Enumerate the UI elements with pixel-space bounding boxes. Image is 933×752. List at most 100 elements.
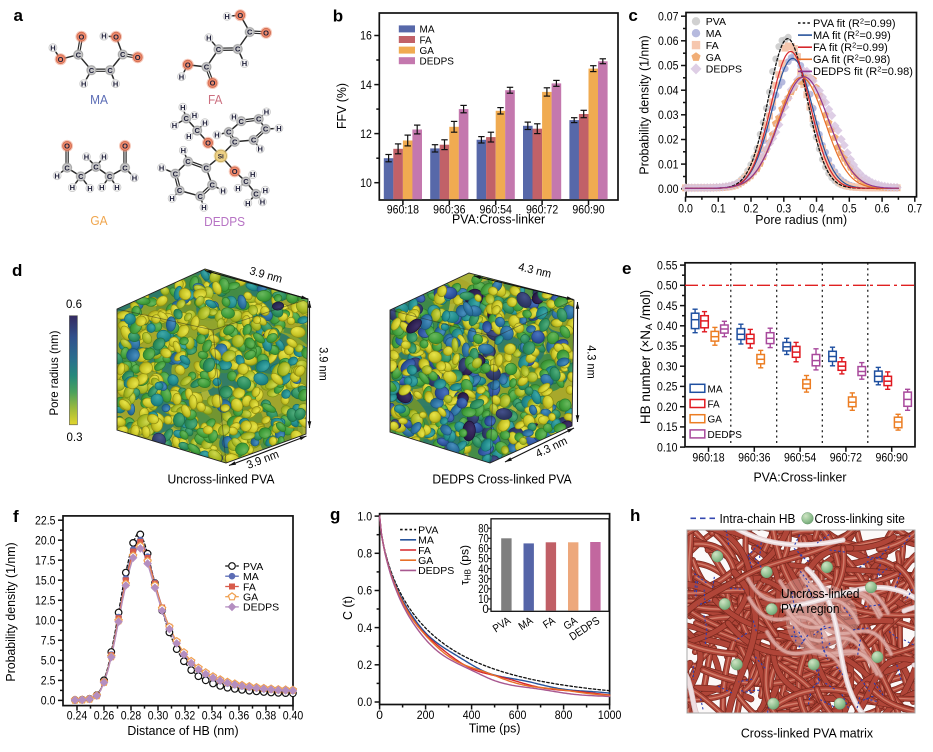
svg-text:0.24: 0.24 <box>67 708 88 722</box>
svg-text:H: H <box>101 152 106 161</box>
svg-text:H: H <box>159 163 164 172</box>
svg-text:200: 200 <box>417 708 435 722</box>
svg-text:H: H <box>242 59 247 68</box>
svg-text:Intra-chain HB: Intra-chain HB <box>720 512 796 526</box>
svg-text:Probability density (1/nm): Probability density (1/nm) <box>637 35 652 174</box>
svg-text:C: C <box>251 136 257 145</box>
svg-text:H: H <box>50 43 55 52</box>
svg-text:15.0: 15.0 <box>35 574 56 588</box>
svg-text:C: C <box>76 50 82 59</box>
svg-text:PVA:Cross-linker: PVA:Cross-linker <box>753 470 847 485</box>
svg-text:Pore radius (nm): Pore radius (nm) <box>755 212 847 227</box>
svg-text:H: H <box>264 108 269 117</box>
svg-text:O: O <box>58 55 64 64</box>
svg-text:GA: GA <box>706 52 721 64</box>
svg-text:0.10: 0.10 <box>657 440 678 454</box>
svg-text:Cross-linking site: Cross-linking site <box>815 512 905 526</box>
svg-text:H: H <box>260 198 265 207</box>
svg-text:C: C <box>78 172 84 181</box>
svg-text:0.26: 0.26 <box>94 708 115 722</box>
svg-text:GA: GA <box>90 214 108 228</box>
svg-text:H: H <box>179 72 184 81</box>
svg-text:0.34: 0.34 <box>202 708 223 722</box>
svg-text:C: C <box>235 45 241 54</box>
svg-text:Uncross-linked PVA: Uncross-linked PVA <box>168 473 276 487</box>
svg-text:960:54: 960:54 <box>784 450 817 464</box>
svg-text:0.3: 0.3 <box>67 432 83 444</box>
svg-text:b: b <box>333 7 343 26</box>
svg-text:0.06: 0.06 <box>658 34 679 48</box>
svg-text:H: H <box>250 170 255 179</box>
svg-text:H: H <box>113 79 118 88</box>
svg-text:10: 10 <box>360 176 372 190</box>
svg-text:C: C <box>107 172 113 181</box>
svg-text:0.1: 0.1 <box>711 202 726 216</box>
svg-text:C: C <box>183 114 189 123</box>
svg-text:0.6: 0.6 <box>357 584 372 598</box>
svg-text:0.38: 0.38 <box>256 708 277 722</box>
svg-text:960:18: 960:18 <box>387 203 420 217</box>
svg-text:0.8: 0.8 <box>357 547 372 561</box>
svg-text:0.00: 0.00 <box>658 182 679 196</box>
svg-text:O: O <box>210 79 216 88</box>
svg-text:H: H <box>257 145 262 154</box>
svg-text:960:36: 960:36 <box>738 450 771 464</box>
svg-text:1000: 1000 <box>598 708 622 722</box>
svg-text:GA: GA <box>708 414 722 426</box>
svg-text:DEDPS: DEDPS <box>420 56 454 68</box>
svg-text:10.0: 10.0 <box>35 614 56 628</box>
svg-text:DEDPS: DEDPS <box>243 602 279 614</box>
svg-text:PVA region: PVA region <box>781 602 840 616</box>
svg-text:MA: MA <box>706 28 722 40</box>
svg-text:a: a <box>14 6 24 25</box>
svg-text:C: C <box>89 66 95 75</box>
svg-text:5.0: 5.0 <box>41 654 56 668</box>
svg-text:0.02: 0.02 <box>658 133 679 147</box>
svg-text:0.0: 0.0 <box>357 695 372 709</box>
svg-text:H: H <box>132 173 137 182</box>
svg-text:H: H <box>263 186 268 195</box>
svg-text:C: C <box>173 169 179 178</box>
svg-text:O: O <box>78 32 84 41</box>
svg-text:DEDPS fit (R2=0.98): DEDPS fit (R2=0.98) <box>813 65 913 79</box>
svg-text:H: H <box>201 203 206 212</box>
svg-text:O: O <box>122 142 128 151</box>
svg-text:MA: MA <box>90 93 108 107</box>
svg-text:H: H <box>186 132 191 141</box>
svg-text:0.05: 0.05 <box>658 59 679 73</box>
svg-text:H: H <box>235 184 240 193</box>
svg-text:1.0: 1.0 <box>357 509 372 523</box>
svg-text:C: C <box>256 115 262 124</box>
svg-text:16: 16 <box>360 29 372 43</box>
svg-text:0.4: 0.4 <box>357 621 372 635</box>
svg-text:H: H <box>99 183 104 192</box>
svg-text:HB number (×NA /mol): HB number (×NA /mol) <box>638 290 655 424</box>
svg-text:Probability density (1/nm): Probability density (1/nm) <box>3 542 18 681</box>
svg-text:e: e <box>622 259 631 278</box>
svg-text:O: O <box>232 167 238 176</box>
svg-text:H: H <box>214 131 219 140</box>
svg-text:H: H <box>231 113 236 122</box>
svg-text:Cross-linked PVA matrix: Cross-linked PVA matrix <box>741 726 874 741</box>
svg-text:0.50: 0.50 <box>657 279 678 293</box>
svg-text:H: H <box>172 121 177 130</box>
svg-text:C: C <box>194 126 200 135</box>
svg-text:FA fit (R2=0.99): FA fit (R2=0.99) <box>813 41 888 55</box>
svg-text:0: 0 <box>376 708 383 722</box>
svg-text:O: O <box>113 32 119 41</box>
svg-text:FFV (%): FFV (%) <box>334 83 349 129</box>
svg-text:0.30: 0.30 <box>657 359 678 373</box>
svg-text:O: O <box>205 138 211 147</box>
svg-text:C: C <box>64 163 70 172</box>
svg-text:22.5: 22.5 <box>35 513 56 527</box>
svg-text:80: 80 <box>478 523 489 535</box>
svg-text:4.3 nm: 4.3 nm <box>585 345 597 378</box>
svg-text:0.32: 0.32 <box>175 708 196 722</box>
svg-text:Uncross-linked: Uncross-linked <box>781 587 860 601</box>
svg-text:Time (ps): Time (ps) <box>469 721 521 736</box>
svg-text:H: H <box>87 184 92 193</box>
svg-text:H: H <box>114 183 119 192</box>
svg-text:0.45: 0.45 <box>657 299 678 313</box>
svg-text:0.28: 0.28 <box>121 708 142 722</box>
svg-text:H: H <box>192 111 197 120</box>
